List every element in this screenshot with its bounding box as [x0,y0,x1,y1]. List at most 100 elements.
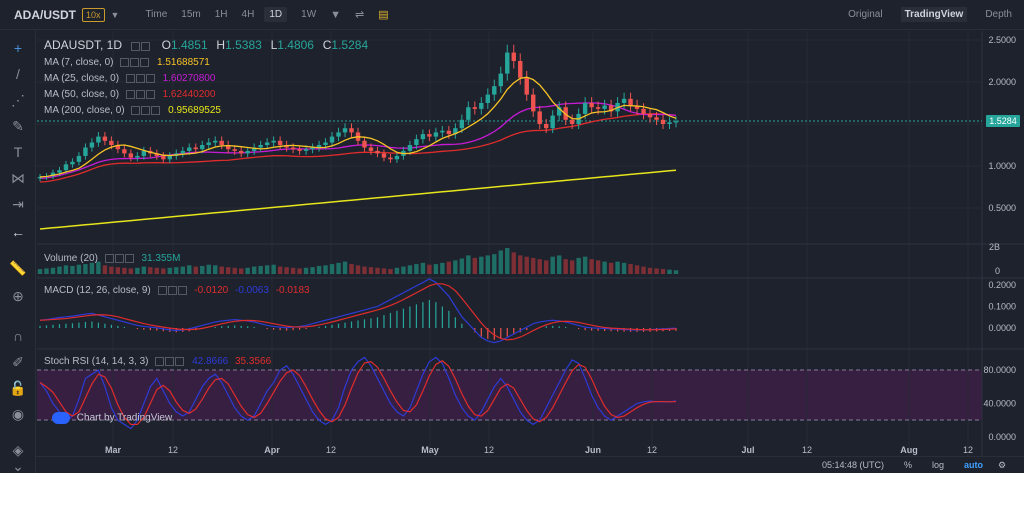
time-tick-label: Jun [585,445,601,455]
ma7-buttons[interactable] [120,57,150,68]
trend-line-icon[interactable]: / [16,66,20,82]
timeframe-15m[interactable]: 15m [181,9,201,20]
candle-body [245,150,250,154]
candle-body [673,121,679,123]
price-tick-label: 0.5000 [988,203,1016,213]
volume-bar [537,259,542,274]
volume-bar [498,250,503,274]
zoom-in-icon[interactable]: ⊕ [12,287,24,304]
time-tick-label: 12 [647,445,657,455]
candle-body [569,119,575,124]
crosshair-icon[interactable]: + [13,40,23,56]
volume-bar [414,264,419,274]
tab-depth[interactable]: Depth [985,9,1012,20]
candle-body [440,130,445,133]
volume-bar [297,268,302,274]
volume-bar [355,265,361,274]
volume-bar [628,264,633,274]
measure-icon[interactable]: ⇥ [12,195,24,212]
magnet-icon[interactable]: ∩ [12,328,24,344]
time-tick-label: Aug [900,445,918,455]
ma25-value: 1.60270800 [162,73,216,85]
stoch-buttons[interactable] [155,356,185,367]
volume-bar [524,256,529,274]
auto-toggle[interactable]: auto [964,460,983,470]
candle-body [420,134,426,140]
volume-bar [57,266,62,274]
chevron-down-icon[interactable]: ⌄ [12,457,24,474]
volume-bar [141,266,147,274]
settings-panel-icon[interactable]: ▤ [378,9,389,21]
percent-toggle[interactable]: % [904,460,913,470]
legend-buttons[interactable] [130,41,151,52]
volume-bar [407,265,413,274]
clock: 05:14:48 (UTC) [822,460,885,470]
ma200-legend: MA (200, close, 0) 0.95689525 [44,105,221,116]
timeframe-1d[interactable]: 1D [264,7,288,22]
volume-bar [342,261,348,274]
lock-icon[interactable]: 🔓 [9,379,27,396]
volume-bar [362,266,367,274]
timeframe-1h[interactable]: 1H [214,9,228,20]
fib-tool-icon[interactable]: ⋰ [11,91,25,108]
volume-bar [556,255,562,274]
candle-body [472,107,478,109]
volume-bar [109,266,114,274]
macd-value-3: -0.0183 [275,285,310,297]
ma50-label: MA (50, close, 0) [44,89,120,101]
settings-icon[interactable]: ⚙ [998,460,1007,470]
candle-body [180,150,185,154]
candle-body [628,98,633,106]
back-arrow-icon[interactable]: ← [11,224,25,240]
more-timeframes-icon[interactable]: ▼ [330,8,342,21]
time-tick-label: 12 [326,445,336,455]
ma25-buttons[interactable] [125,73,156,84]
low-label: L [270,38,278,52]
candle-body [427,134,432,137]
candle-body [608,105,614,112]
brush-icon[interactable]: ✎ [12,117,24,134]
high-label: H [216,38,226,52]
text-tool-icon[interactable]: T [13,144,23,160]
volume-buttons[interactable] [104,253,135,264]
ma200-label: MA (200, close, 0) [44,105,125,117]
timeframe-time[interactable]: Time [145,9,168,20]
volume-bar [634,265,640,274]
volume-bar [401,266,406,274]
candle-body [388,157,393,160]
leverage-badge[interactable]: 10x [82,7,105,22]
macd-tick-label: 0.0000 [988,323,1016,333]
chevron-down-icon[interactable]: ▼ [110,9,120,20]
candle-body [329,136,335,143]
ruler-icon[interactable]: 📏 [9,259,27,276]
candle-body [264,142,270,145]
ma50-buttons[interactable] [125,89,156,100]
eye-icon[interactable]: ◉ [11,405,25,422]
indicators-icon[interactable]: ⇌ [355,9,365,21]
lock-drawings-icon[interactable]: ✐ [12,353,24,370]
timeframe-4h[interactable]: 4H [241,9,255,20]
macd-buttons[interactable] [157,285,188,296]
macd-legend: MACD (12, 26, close, 9) -0.0120 -0.0063 … [44,285,310,296]
ma200-buttons[interactable] [131,105,161,116]
volume-bar [420,262,426,274]
volume-bar [251,266,257,274]
tab-original[interactable]: Original [848,9,883,20]
candle-body [232,149,237,151]
tab-tradingview[interactable]: TradingView [900,7,968,22]
volume-bar [511,252,516,274]
candle-body [213,140,218,143]
chart-canvas[interactable]: 2.50002.00001.50001.00000.50002B00.20000… [0,0,1024,473]
layers-icon[interactable]: ◈ [12,441,24,458]
log-toggle[interactable]: log [932,460,945,470]
volume-bar [485,255,490,274]
pattern-icon[interactable]: ⋈ [11,169,25,186]
stoch-tick-label: 0.0000 [988,432,1016,442]
tradingview-watermark[interactable]: Chart by TradingView [52,412,172,424]
volume-bar [245,267,250,274]
ma25-legend: MA (25, close, 0) 1.60270800 [44,73,215,84]
candle-body [161,155,166,160]
candle-body [589,103,594,108]
symbol-selector[interactable]: ADA/USDT [14,7,76,22]
timeframe-1w[interactable]: 1W [301,9,317,20]
